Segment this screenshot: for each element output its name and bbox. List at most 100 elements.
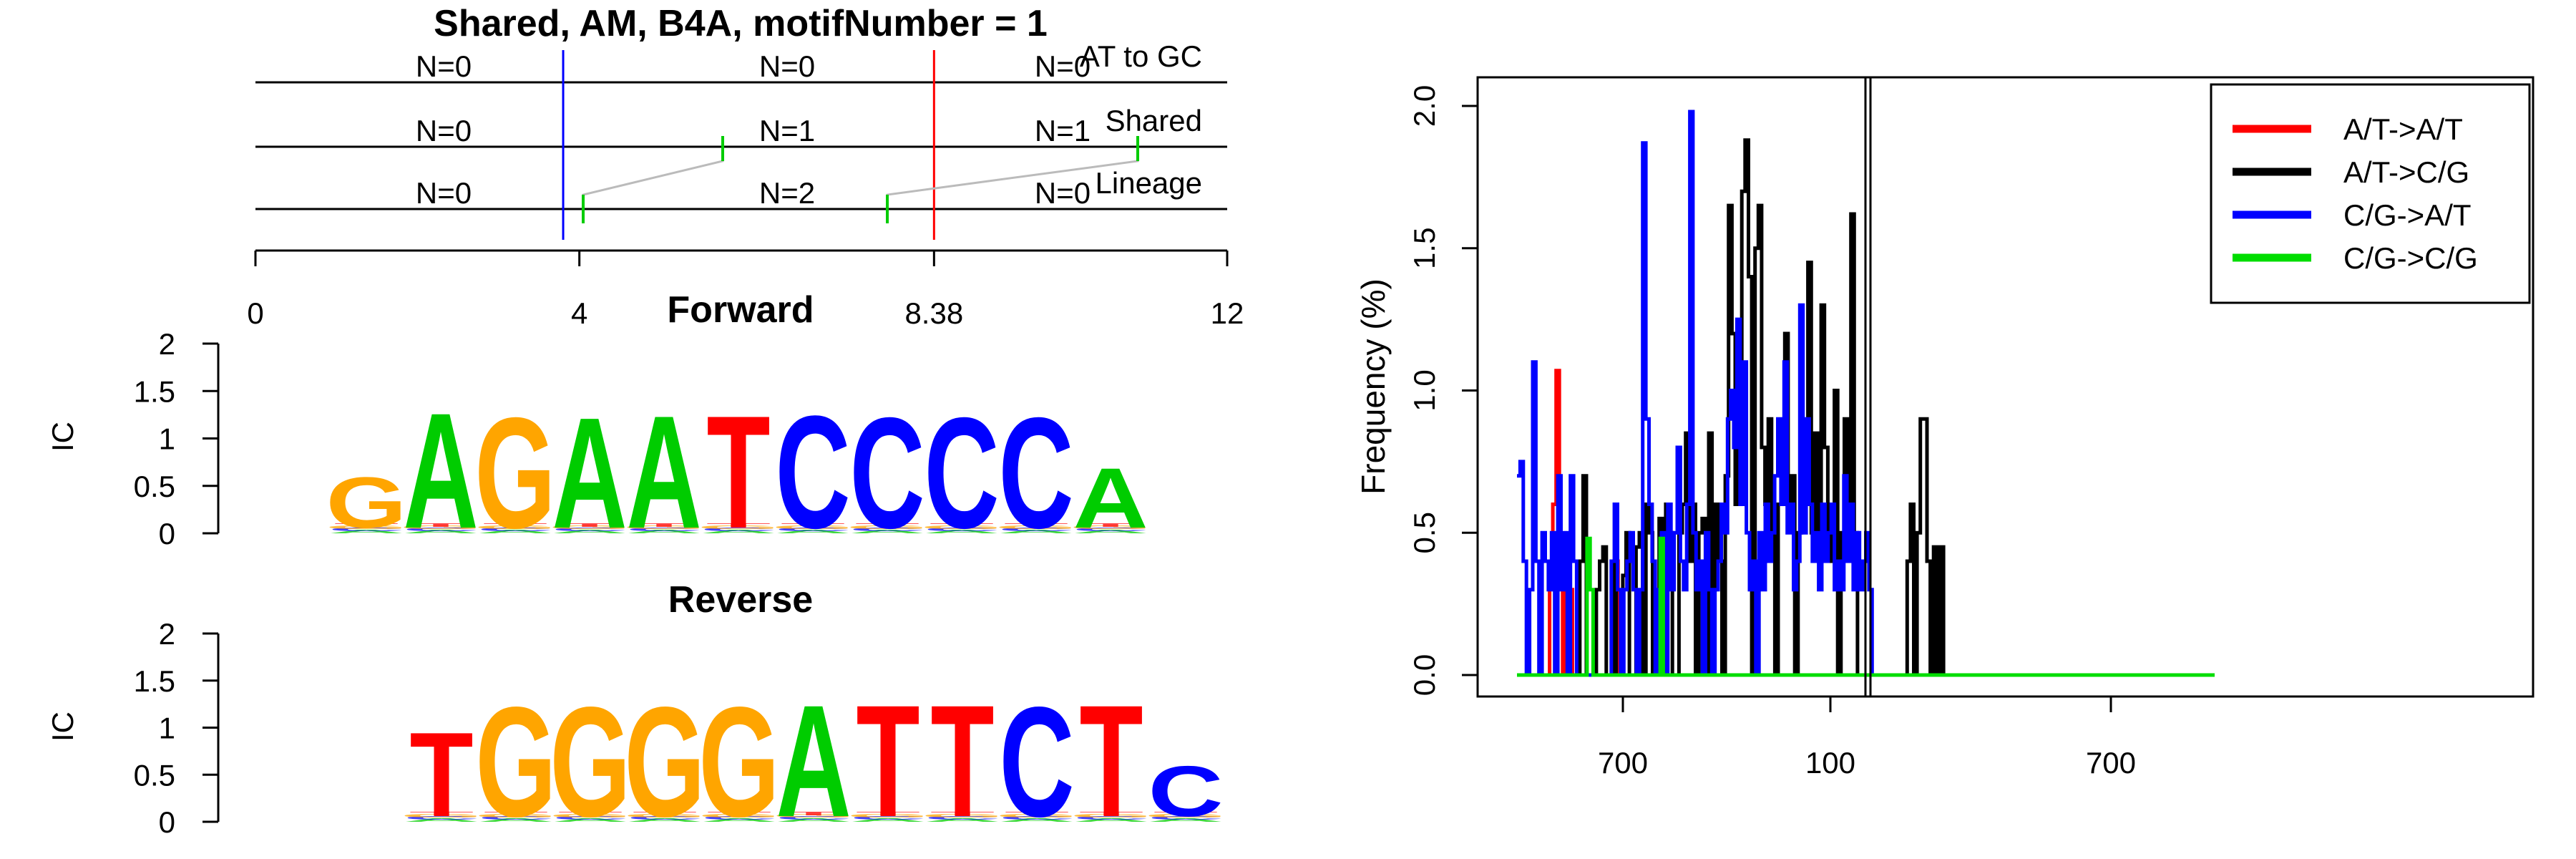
logo-letter: A	[626, 383, 701, 562]
y-tick-label: 2	[159, 327, 175, 361]
y-tick-label: 0.5	[134, 470, 175, 503]
y-tick-label: 1.5	[134, 374, 175, 408]
logo-background-letter: C	[923, 527, 1000, 533]
logo-background-letter: T	[558, 811, 623, 817]
y-tick-label: 0.5	[1407, 512, 1441, 553]
logo-background-letter: T	[632, 523, 697, 528]
logo-background-letter: T	[930, 523, 995, 528]
logo-letter: A	[403, 379, 478, 563]
row-count: N=2	[759, 176, 815, 210]
logo-background-letter: A	[775, 817, 852, 823]
logo-letter: A	[1073, 450, 1148, 546]
logo-letter: C	[924, 384, 999, 561]
x-tick-label: 700	[1598, 746, 1648, 780]
logo-background-letter: A	[849, 817, 926, 823]
logo-background-letter: C	[403, 815, 479, 821]
logo-background-letter: T	[409, 811, 474, 817]
logo-background-letter: G	[697, 525, 779, 530]
logo-background-letter: A	[701, 817, 777, 823]
series-line	[1517, 536, 2215, 677]
logo-background-letter: C	[477, 815, 554, 821]
logo-letter: C	[849, 384, 924, 561]
logo-background-letter: G	[623, 813, 706, 819]
legend-label: A/T->C/G	[2343, 155, 2469, 189]
logo-background-letter: G	[1069, 525, 1151, 530]
y-tick-label: 0	[159, 517, 175, 550]
legend-label: C/G->C/G	[2343, 241, 2478, 275]
logo-background-letter: A	[402, 529, 479, 535]
row-name: Shared	[1106, 104, 1202, 137]
axis-tick-label: 12	[1211, 296, 1244, 330]
logo-letter: T	[410, 708, 474, 842]
logo-background-letter: A	[403, 817, 479, 823]
y-tick-label: 0	[159, 805, 175, 839]
logo-background-letter: G	[400, 813, 482, 819]
logo-background-letter: G	[474, 813, 557, 819]
logo-background-letter: C	[551, 527, 628, 533]
logo-background-letter: A	[626, 817, 703, 823]
panel-title: Shared, AM, B4A, motifNumber = 1	[434, 3, 1048, 44]
y-tick-label: 2	[159, 617, 175, 651]
y-tick-label: 1.5	[1407, 228, 1441, 269]
logo-background-letter: G	[921, 813, 1003, 819]
logo-background-letter: T	[781, 811, 847, 817]
center-marker	[1864, 77, 1872, 697]
logo-background-letter: T	[707, 811, 772, 817]
logo-background-letter: C	[1147, 815, 1224, 821]
row-count: N=0	[759, 49, 815, 83]
logo-background-letter: T	[483, 523, 548, 528]
logo-letter: T	[857, 672, 920, 850]
logo-letter: C	[1148, 751, 1223, 831]
frequency-chart: Frequency (%) 0.0 0.5 1.0 1.5 2.0 700 100 700 …	[1355, 76, 2534, 780]
axis-tick-label: 4	[571, 296, 587, 330]
logo-background-letter: G	[399, 525, 482, 530]
logo-background-letter: A	[923, 529, 1000, 535]
forward-title: Forward	[667, 289, 814, 331]
logo-background-letter: A	[552, 817, 628, 823]
logo-letter: T	[707, 383, 771, 562]
chart-ylabel: Frequency (%)	[1355, 278, 1392, 495]
reverse-y-axis: 0 0.5 1 1.5 2	[134, 617, 220, 839]
row-count: N=1	[1035, 114, 1091, 147]
chart-y-axis: 0.0 0.5 1.0 1.5 2.0	[1407, 85, 1479, 696]
row-name: AT to GC	[1080, 39, 1202, 73]
logo-background-letter: T	[1079, 811, 1144, 817]
logo-background-letter: T	[1005, 811, 1070, 817]
logo-background-letter: A	[997, 529, 1074, 535]
logo-letter: G	[550, 675, 630, 850]
logo-letter: C	[998, 384, 1073, 561]
logo-background-letter: C	[552, 815, 628, 821]
logo-background-letter: T	[855, 523, 920, 528]
forward-logo-panel: Forward IC 00.511.52 ACGTGACGTAACGTGACGT…	[46, 289, 1152, 563]
chart-series	[1517, 110, 2215, 677]
logo-background-letter: C	[997, 527, 1074, 533]
logo-background-letter: G	[772, 813, 854, 819]
row-lines	[255, 50, 1227, 240]
logo-letter: G	[698, 675, 779, 850]
logo-background-letter: T	[1153, 811, 1219, 817]
logo-background-letter: G	[847, 813, 929, 819]
logo-background-letter: T	[633, 811, 698, 817]
logo-background-letter: C	[700, 527, 776, 533]
logo-background-letter: C	[626, 815, 703, 821]
y-tick-label: 2.0	[1407, 85, 1441, 127]
y-tick-label: 0.5	[134, 758, 175, 792]
legend-box	[2210, 83, 2531, 304]
logo-background-letter: C	[1073, 815, 1149, 821]
logo-letter: T	[1080, 672, 1143, 850]
logo-background-letter: G	[771, 525, 854, 530]
logo-background-letter: G	[846, 525, 928, 530]
logo-background-letter: T	[557, 523, 623, 528]
logo-background-letter: T	[409, 523, 474, 528]
logo-background-letter: G	[474, 525, 556, 530]
chart-x-axis: 700 100 700	[1598, 697, 2136, 780]
y-tick-label: 1	[159, 422, 175, 456]
logo-background-letter: C	[774, 527, 851, 533]
logo-background-letter: T	[334, 523, 399, 528]
logo-background-letter: C	[924, 815, 1000, 821]
logo-background-letter: A	[328, 529, 404, 535]
